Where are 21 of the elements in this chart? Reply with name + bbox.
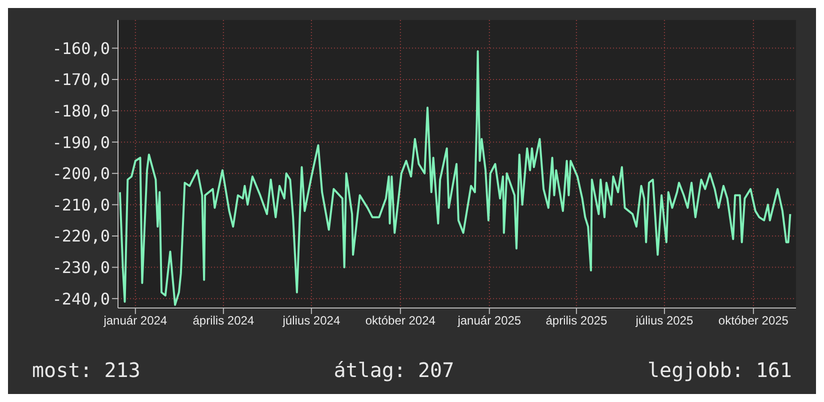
x-tick-label: október 2025 [718,314,789,328]
y-tick-label: -210,0 [52,195,110,214]
text: most: 213 [32,358,140,382]
y-tick-label: -170,0 [52,70,110,90]
x-tick-label: január 2024 [102,314,168,328]
y-tick-label: -160,0 [52,38,110,58]
x-tick-label: október 2024 [365,314,436,328]
x-tick-label: április 2025 [546,314,608,328]
y-tick-label: -230,0 [52,258,110,277]
x-tick-label: július 2025 [634,314,694,328]
y-tick-label: -220,0 [52,226,110,246]
line-series [118,50,792,306]
y-tick-label: -240,0 [52,289,110,308]
y-tick-label: -200,0 [52,164,110,184]
x-tick-label: január 2025 [456,314,522,328]
text: legjobb: 161 [647,358,792,382]
y-tick-label: -180,0 [52,101,110,120]
x-tick-label: július 2024 [282,314,340,328]
x-tick-label: április 2024 [192,314,254,328]
y-tick-label: -190,0 [52,132,110,152]
text: átlag: 207 [334,358,454,382]
